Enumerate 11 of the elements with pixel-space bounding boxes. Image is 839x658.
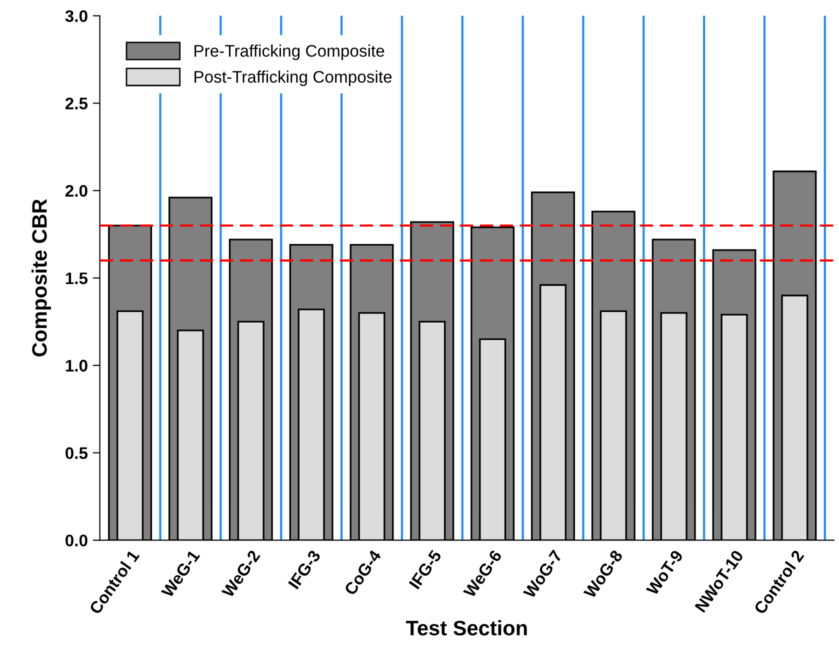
legend-label: Pre-Trafficking Composite (194, 44, 384, 60)
y-tick-label: 1.0 (66, 360, 88, 372)
x-axis-title: Test Section (406, 620, 527, 636)
legend-label: Post-Trafficking Composite (194, 70, 392, 86)
y-axis-title: Composite CBR (32, 199, 51, 356)
y-tick-label: 3.0 (65, 10, 88, 22)
y-tick-label: 2.0 (65, 185, 88, 197)
y-tick-label: 1.5 (66, 272, 88, 284)
y-tick-label: 2.5 (65, 98, 88, 110)
y-tick-label: 0.5 (66, 447, 88, 460)
y-tick-label: 0.0 (66, 534, 88, 546)
